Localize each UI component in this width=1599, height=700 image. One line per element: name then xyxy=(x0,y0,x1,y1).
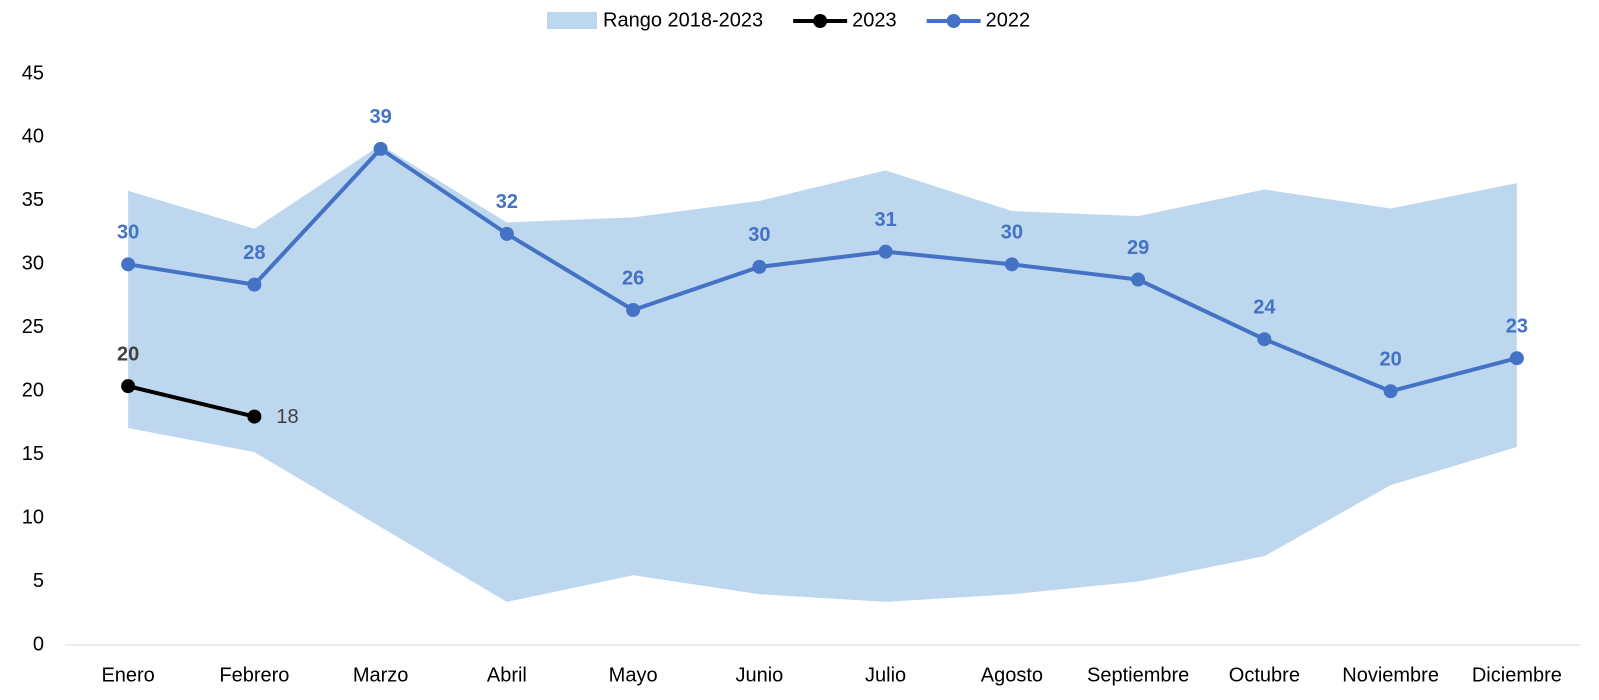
data-label: 29 xyxy=(1127,237,1149,259)
legend-marker xyxy=(946,14,961,28)
data-point xyxy=(121,257,136,272)
y-tick-label: 45 xyxy=(22,62,44,84)
y-tick-label: 5 xyxy=(33,570,44,592)
range-band xyxy=(128,145,1517,602)
data-point xyxy=(878,244,893,259)
data-label: 30 xyxy=(748,224,770,246)
legend-label: 2023 xyxy=(852,9,897,31)
data-point xyxy=(1383,384,1398,399)
legend-marker xyxy=(813,14,828,28)
data-label: 30 xyxy=(117,222,139,244)
series-line xyxy=(127,146,1518,394)
x-tick-label: Octubre xyxy=(1229,664,1300,686)
y-tick-label: 0 xyxy=(33,633,44,655)
x-tick-label: Diciembre xyxy=(1472,664,1562,686)
data-point xyxy=(1257,332,1272,347)
data-label: 31 xyxy=(875,209,897,231)
x-tick-label: Mayo xyxy=(609,664,658,686)
data-point xyxy=(752,259,767,274)
x-tick-label: Septiembre xyxy=(1087,664,1189,686)
data-point xyxy=(1131,272,1146,287)
data-label: 24 xyxy=(1253,296,1276,318)
x-tick-label: Enero xyxy=(101,664,154,686)
data-point xyxy=(1509,351,1524,366)
data-point xyxy=(626,303,641,318)
x-tick-label: Marzo xyxy=(353,664,409,686)
data-label: 26 xyxy=(622,267,644,289)
data-label: 39 xyxy=(370,106,392,128)
y-tick-label: 35 xyxy=(22,189,44,211)
x-tick-label: Febrero xyxy=(219,664,289,686)
data-label: 23 xyxy=(1506,316,1528,338)
data-label: 18 xyxy=(276,406,298,428)
legend-label: 2022 xyxy=(986,9,1031,31)
data-point xyxy=(247,409,262,424)
data-label: 32 xyxy=(496,191,518,213)
data-point xyxy=(499,226,514,241)
x-tick-label: Junio xyxy=(735,664,783,686)
x-tick-label: Abril xyxy=(487,664,527,686)
y-tick-label: 40 xyxy=(22,126,44,148)
y-tick-label: 15 xyxy=(22,443,44,465)
y-tick-label: 20 xyxy=(22,380,44,402)
data-label: 20 xyxy=(117,343,139,365)
y-tick-label: 25 xyxy=(22,316,44,338)
data-label: 28 xyxy=(243,242,265,264)
data-label: 20 xyxy=(1380,349,1402,371)
y-tick-label: 10 xyxy=(22,506,44,528)
x-tick-label: Julio xyxy=(865,664,906,686)
data-point xyxy=(247,277,262,292)
y-tick-label: 30 xyxy=(22,253,44,275)
data-label: 30 xyxy=(1001,222,1023,244)
data-point xyxy=(121,379,136,394)
data-point xyxy=(1004,257,1019,272)
x-tick-label: Agosto xyxy=(981,664,1043,686)
series-line xyxy=(127,384,255,419)
legend-swatch xyxy=(547,12,597,29)
legend-label: Rango 2018-2023 xyxy=(603,9,763,31)
data-point xyxy=(373,141,388,156)
x-tick-label: Noviembre xyxy=(1342,664,1439,686)
